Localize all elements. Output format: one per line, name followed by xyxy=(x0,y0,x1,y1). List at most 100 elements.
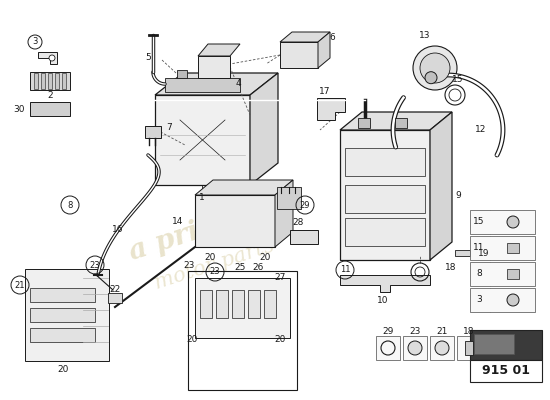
FancyBboxPatch shape xyxy=(55,73,59,89)
FancyBboxPatch shape xyxy=(280,42,318,68)
Circle shape xyxy=(49,55,55,61)
Circle shape xyxy=(435,341,449,355)
Text: 29: 29 xyxy=(382,326,394,336)
FancyBboxPatch shape xyxy=(108,293,122,303)
FancyBboxPatch shape xyxy=(216,290,228,318)
Polygon shape xyxy=(275,180,293,247)
Text: 20: 20 xyxy=(57,366,69,374)
Text: 21: 21 xyxy=(15,280,25,290)
FancyBboxPatch shape xyxy=(358,118,370,128)
Text: 18: 18 xyxy=(445,264,456,272)
Text: 1: 1 xyxy=(199,192,205,202)
FancyBboxPatch shape xyxy=(474,334,514,354)
Text: 3: 3 xyxy=(476,296,482,304)
FancyBboxPatch shape xyxy=(177,70,187,78)
Text: 20: 20 xyxy=(274,336,285,344)
Polygon shape xyxy=(38,52,57,64)
Polygon shape xyxy=(318,32,330,68)
Circle shape xyxy=(408,341,422,355)
Circle shape xyxy=(420,53,450,83)
FancyBboxPatch shape xyxy=(470,236,535,260)
FancyBboxPatch shape xyxy=(25,269,109,361)
Circle shape xyxy=(413,46,457,90)
Text: 20: 20 xyxy=(186,336,197,344)
FancyBboxPatch shape xyxy=(345,218,425,246)
Text: 2: 2 xyxy=(47,90,53,100)
FancyBboxPatch shape xyxy=(200,290,212,318)
Text: 13: 13 xyxy=(419,32,431,40)
Text: 23: 23 xyxy=(210,268,221,276)
FancyBboxPatch shape xyxy=(507,243,519,253)
FancyBboxPatch shape xyxy=(395,118,407,128)
FancyBboxPatch shape xyxy=(210,70,220,78)
Polygon shape xyxy=(195,180,293,195)
Text: 20: 20 xyxy=(204,252,216,262)
Text: 28: 28 xyxy=(292,218,304,227)
Text: 20: 20 xyxy=(259,252,271,262)
Text: 15: 15 xyxy=(452,76,464,84)
FancyBboxPatch shape xyxy=(470,210,535,234)
FancyBboxPatch shape xyxy=(34,73,38,89)
Polygon shape xyxy=(340,112,452,130)
FancyBboxPatch shape xyxy=(30,288,95,302)
Text: 12: 12 xyxy=(475,126,486,134)
FancyBboxPatch shape xyxy=(430,336,454,360)
FancyBboxPatch shape xyxy=(403,336,427,360)
Text: 4: 4 xyxy=(235,80,241,88)
Polygon shape xyxy=(250,73,278,185)
Text: 17: 17 xyxy=(319,86,331,96)
Text: 18: 18 xyxy=(463,326,475,336)
Text: 6: 6 xyxy=(329,32,335,42)
FancyBboxPatch shape xyxy=(30,328,95,342)
FancyBboxPatch shape xyxy=(232,290,244,318)
FancyBboxPatch shape xyxy=(41,73,45,89)
FancyBboxPatch shape xyxy=(248,290,260,318)
Text: 25: 25 xyxy=(234,264,246,272)
FancyBboxPatch shape xyxy=(62,73,66,89)
FancyBboxPatch shape xyxy=(195,195,275,247)
Polygon shape xyxy=(340,275,430,292)
FancyBboxPatch shape xyxy=(30,72,70,90)
FancyBboxPatch shape xyxy=(165,78,240,92)
FancyBboxPatch shape xyxy=(470,330,542,360)
FancyBboxPatch shape xyxy=(465,341,473,355)
FancyBboxPatch shape xyxy=(48,73,52,89)
Text: 11: 11 xyxy=(473,244,485,252)
Polygon shape xyxy=(155,73,278,95)
Text: 915 01: 915 01 xyxy=(482,364,530,378)
FancyBboxPatch shape xyxy=(198,56,230,78)
FancyBboxPatch shape xyxy=(145,126,161,138)
FancyBboxPatch shape xyxy=(470,262,535,286)
FancyBboxPatch shape xyxy=(264,290,276,318)
FancyBboxPatch shape xyxy=(470,288,535,312)
Text: 9: 9 xyxy=(455,190,461,200)
FancyBboxPatch shape xyxy=(507,269,519,279)
Text: 27: 27 xyxy=(274,274,285,282)
Text: 30: 30 xyxy=(14,106,25,114)
Text: motor parts: motor parts xyxy=(152,237,277,293)
Text: 10: 10 xyxy=(377,296,389,305)
FancyBboxPatch shape xyxy=(470,360,542,382)
Polygon shape xyxy=(198,44,240,56)
Text: 21: 21 xyxy=(436,326,448,336)
Text: 29: 29 xyxy=(300,200,310,210)
Circle shape xyxy=(507,216,519,228)
Polygon shape xyxy=(280,32,330,42)
Polygon shape xyxy=(317,98,345,120)
FancyBboxPatch shape xyxy=(277,187,301,209)
FancyBboxPatch shape xyxy=(457,336,481,360)
Text: 23: 23 xyxy=(184,261,195,270)
FancyBboxPatch shape xyxy=(376,336,400,360)
Text: 11: 11 xyxy=(340,266,350,274)
Circle shape xyxy=(425,72,437,84)
Text: 14: 14 xyxy=(172,216,183,226)
Text: 8: 8 xyxy=(67,200,73,210)
FancyBboxPatch shape xyxy=(345,185,425,213)
FancyBboxPatch shape xyxy=(290,230,318,244)
Polygon shape xyxy=(455,250,470,256)
Text: 19: 19 xyxy=(478,248,490,258)
FancyBboxPatch shape xyxy=(30,102,70,116)
FancyBboxPatch shape xyxy=(30,308,95,322)
Text: 23: 23 xyxy=(90,260,100,270)
FancyBboxPatch shape xyxy=(345,148,425,176)
